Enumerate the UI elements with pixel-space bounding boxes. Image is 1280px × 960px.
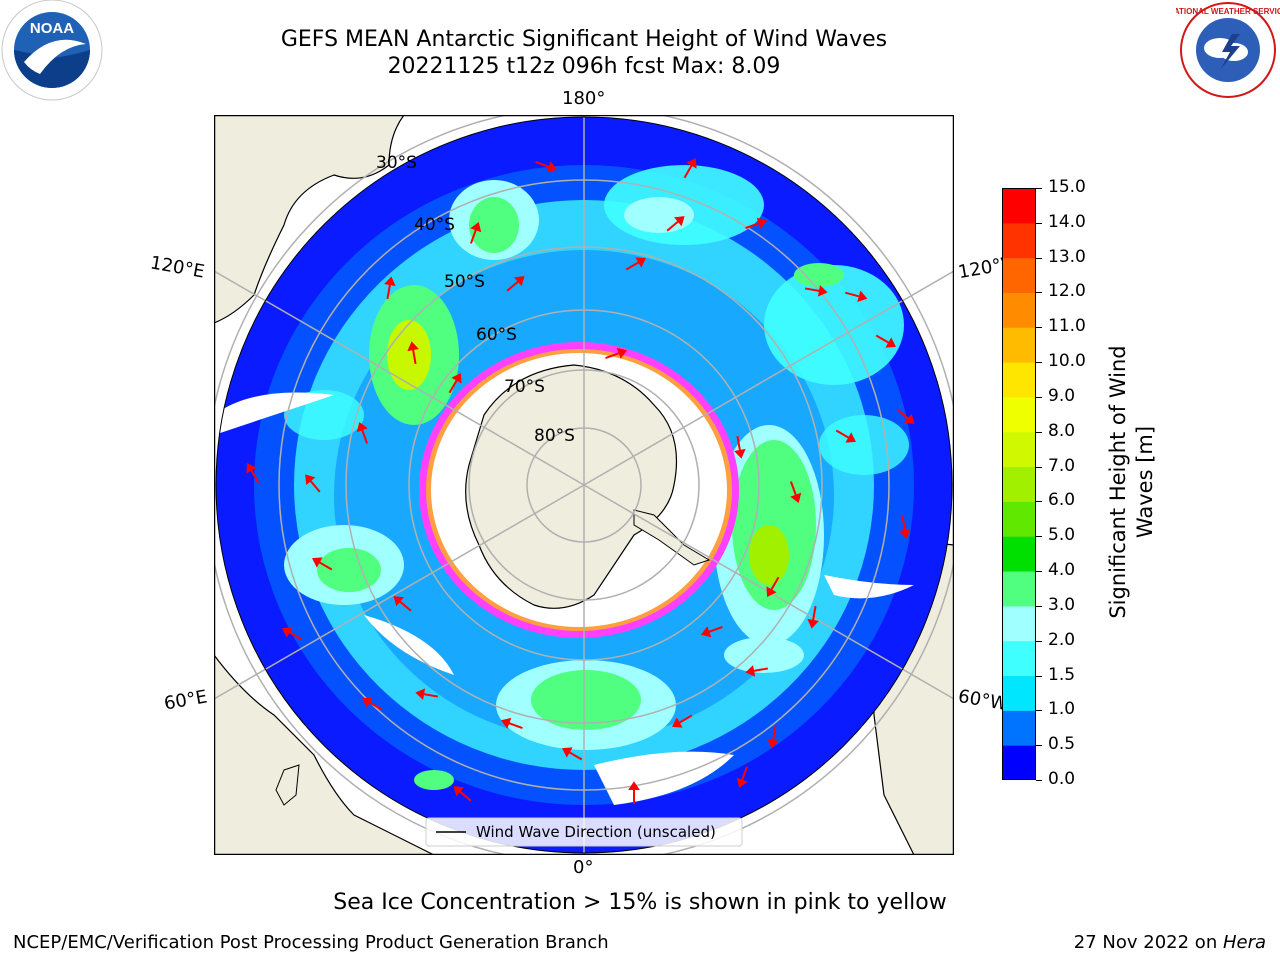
lat-label-70s: 70°S (504, 377, 545, 397)
colorbar-tick-label: 1.0 (1048, 699, 1076, 720)
colorbar-tick-mark (1036, 292, 1042, 294)
colorbar-tick-mark (1036, 745, 1042, 747)
lon-label-bottom: 0° (573, 857, 594, 878)
footer-date-text: 27 Nov 2022 on (1073, 932, 1223, 953)
polar-map: 30°S 40°S 50°S 60°S 70°S 80°S Wind Wave … (213, 114, 955, 856)
colorbar-segment (1002, 710, 1036, 746)
colorbar-tick-mark (1036, 362, 1042, 364)
colorbar-segment (1002, 431, 1036, 468)
australia-landmass (214, 115, 405, 324)
noaa-logo: NOAA (0, 0, 104, 104)
colorbar-ticks: 0.0 0.5 1.0 1.5 2.0 3.0 4.0 5.0 6.0 7.0 8.0 9.0 10.0… (1036, 177, 1100, 789)
colorbar-segment (1002, 605, 1036, 642)
lat-label-50s: 50°S (444, 272, 485, 292)
colorbar-segment (1002, 571, 1036, 607)
colorbar-tick-mark (1036, 396, 1042, 398)
lat-label-60s: 60°S (476, 325, 517, 345)
lon-label-top: 180° (562, 88, 606, 109)
svg-text:NATIONAL WEATHER SERVICE: NATIONAL WEATHER SERVICE (1176, 7, 1280, 16)
colorbar-tick-mark (1036, 605, 1042, 607)
footer-machine: Hera (1222, 932, 1266, 953)
colorbar-tick-mark (1036, 327, 1042, 329)
colorbar-label-line2: Waves [m] (1133, 425, 1157, 539)
lat-label-40s: 40°S (414, 215, 455, 235)
colorbar-tick-label: 4.0 (1048, 560, 1076, 581)
lon-label-lower-left: 60°E (162, 686, 209, 715)
colorbar-segment (1002, 257, 1036, 293)
colorbar-tick-mark (1036, 536, 1042, 538)
colorbar-tick-label: 1.5 (1048, 664, 1076, 685)
africa-landmass (214, 654, 435, 855)
colorbar-segment (1002, 327, 1036, 363)
colorbar-tick-mark (1036, 501, 1042, 503)
colorbar-tick-label: 0.0 (1048, 769, 1076, 789)
sea-ice-note: Sea Ice Concentration > 15% is shown in … (333, 890, 947, 915)
colorbar-tick-mark (1036, 571, 1042, 573)
colorbar-tick-label: 2.0 (1048, 629, 1076, 650)
madagascar-landmass (275, 764, 300, 806)
colorbar-segment (1002, 362, 1036, 398)
colorbar-label: Significant Height of Wind Waves [m] (1097, 300, 1167, 650)
footer-left: NCEP/EMC/Verification Post Processing Pr… (13, 932, 609, 953)
colorbar-tick-mark (1036, 780, 1042, 781)
colorbar-tick-mark (1036, 257, 1042, 259)
colorbar-tick-label: 11.0 (1048, 316, 1086, 337)
colorbar-tick-mark (1036, 466, 1042, 468)
colorbar-tick-label: 13.0 (1048, 246, 1086, 267)
colorbar-segment (1002, 466, 1036, 502)
colorbar-segment (1002, 292, 1036, 328)
colorbar-segment (1002, 222, 1036, 259)
lat-label-80s: 80°S (534, 426, 575, 446)
colorbar-segment (1002, 675, 1036, 711)
antarctica-landmass (465, 364, 677, 609)
colorbar-tick-label: 5.0 (1048, 525, 1076, 546)
colorbar-tick-mark (1036, 188, 1042, 189)
colorbar-tick-label: 3.0 (1048, 594, 1076, 615)
colorbar-tick-label: 9.0 (1048, 385, 1076, 406)
colorbar-tick-label: 10.0 (1048, 351, 1086, 372)
svg-text:NOAA: NOAA (30, 20, 74, 37)
colorbar-tick-mark (1036, 640, 1042, 642)
colorbar-tick-label: 7.0 (1048, 455, 1076, 476)
footer-date: 27 Nov 2022 on Hera (1074, 932, 1266, 953)
chart-title: GEFS MEAN Antarctic Significant Height o… (280, 27, 888, 52)
colorbar-segment (1002, 640, 1036, 677)
colorbar-tick-label: 8.0 (1048, 420, 1076, 441)
colorbar-tick-mark (1036, 222, 1042, 224)
lat-label-30s: 30°S (376, 153, 417, 173)
colorbar-tick-mark (1036, 431, 1042, 433)
colorbar-tick-label: 6.0 (1048, 490, 1076, 511)
colorbar-segment (1002, 396, 1036, 433)
colorbar-tick-label: 12.0 (1048, 281, 1086, 302)
colorbar (1002, 188, 1036, 781)
colorbar-segment (1002, 745, 1036, 781)
legend-label: Wind Wave Direction (unscaled) (476, 823, 716, 841)
colorbar-segment (1002, 536, 1036, 572)
colorbar-segment (1002, 188, 1036, 224)
lon-label-upper-left: 120°E (148, 252, 207, 283)
colorbar-tick-mark (1036, 710, 1042, 712)
colorbar-label-line1: Significant Height of Wind (1106, 345, 1130, 619)
map-legend: Wind Wave Direction (unscaled) (425, 817, 743, 847)
colorbar-segment (1002, 501, 1036, 537)
colorbar-tick-label: 15.0 (1048, 177, 1086, 197)
antarctic-peninsula (633, 509, 711, 566)
colorbar-tick-mark (1036, 675, 1042, 677)
colorbar-tick-label: 14.0 (1048, 211, 1086, 232)
colorbar-tick-label: 0.5 (1048, 734, 1076, 755)
national-weather-service-logo: NATIONAL WEATHER SERVICE (1168, 0, 1280, 104)
chart-subtitle: 20221125 t12z 096h fcst Max: 8.09 (387, 54, 781, 79)
